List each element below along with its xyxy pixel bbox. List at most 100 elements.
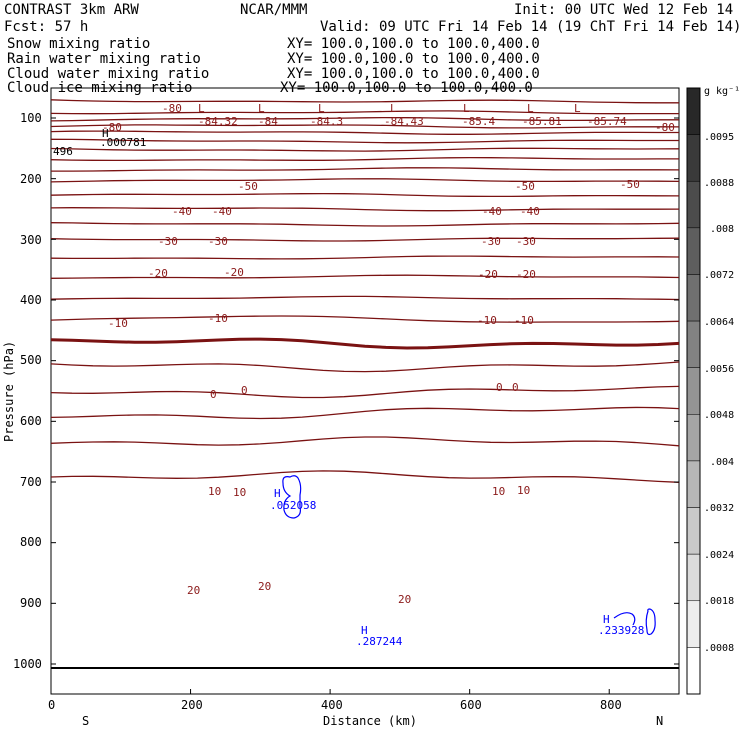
- axis-ticks: [50, 117, 679, 694]
- contour-line-m70: [50, 110, 679, 115]
- contour-line-m40: [50, 192, 680, 198]
- y-tick-labels: 100 200 300 400 500 600 700 800 900 1000: [13, 111, 42, 671]
- contour-line-m35: [50, 207, 680, 212]
- colorbar: g kg⁻¹ .0095 .0088 .008 .0072 .0064 .005…: [686, 86, 740, 695]
- contour-label: -10: [208, 312, 228, 325]
- colorbar-frame: [686, 87, 701, 695]
- contour-line-m10: [50, 295, 680, 301]
- min-label: -85.4: [462, 115, 495, 128]
- header-init: Init: 00 UTC Wed 12 Feb 14: [514, 2, 733, 18]
- colorbar-tick: .0048: [704, 410, 734, 421]
- colorbar-bin: [686, 553, 701, 602]
- contour-label: -40: [482, 205, 502, 218]
- field-rain-xy: XY= 100.0,100.0 to 100.0,400.0: [287, 51, 540, 67]
- contour-label: 20: [187, 584, 200, 597]
- colorbar-tick: .0018: [704, 596, 734, 607]
- cw-marker: H: [274, 487, 281, 500]
- colorbar-tick: .0032: [704, 503, 734, 514]
- minimum-labels: L -84.32 L -84 L -84.3 L -84.43 L -85.4 …: [198, 102, 627, 128]
- header-forecast: Fcst: 57 h: [4, 19, 88, 35]
- field-snow-xy: XY= 100.0,100.0 to 100.0,400.0: [287, 36, 540, 52]
- cw-marker: H: [361, 624, 368, 637]
- colorbar-bin: [686, 647, 701, 695]
- contour-line-m70: [50, 130, 679, 135]
- north-label: N: [656, 714, 663, 728]
- plot-frame: [50, 87, 680, 695]
- field-snow: Snow mixing ratio: [7, 36, 150, 52]
- cloud-water-contour: [282, 475, 302, 519]
- contour-label: -30: [481, 235, 501, 248]
- cw-label: .287244: [356, 635, 403, 648]
- contour-label: 0: [210, 388, 217, 401]
- y-tick-label: 200: [20, 172, 42, 186]
- y-tick-label: 100: [20, 111, 42, 125]
- min-marker: L: [258, 102, 265, 115]
- cloud-water-contour: [645, 608, 656, 636]
- contour-label: -20: [224, 266, 244, 279]
- x-tick-label: 800: [600, 698, 622, 712]
- y-tick-label: 400: [20, 293, 42, 307]
- snow-max-label: .000781: [100, 136, 146, 149]
- colorbar-bin: [686, 414, 701, 462]
- y-tick-label: 600: [20, 414, 42, 428]
- contour-label: -80: [102, 121, 122, 134]
- cw-label: .052058: [270, 499, 316, 512]
- contour-label: 0: [496, 381, 503, 394]
- min-label: -85.81: [522, 115, 562, 128]
- field-cloudwater-xy: XY= 100.0,100.0 to 100.0,400.0: [287, 66, 540, 82]
- min-label: -84.43: [384, 115, 424, 128]
- y-tick-label: 700: [20, 475, 42, 489]
- contour-line-m20: [50, 255, 680, 260]
- min-marker: L: [463, 102, 470, 115]
- contour-line-m60: [50, 147, 680, 152]
- contour-label: -20: [148, 267, 168, 280]
- contour-label: -80: [655, 121, 675, 134]
- colorbar-bins: [686, 87, 701, 695]
- x-axis-label: Distance (km): [323, 714, 417, 728]
- contour-line-m55: [50, 156, 679, 162]
- min-label: -84.32: [198, 115, 238, 128]
- contour-label: -50: [515, 180, 535, 193]
- y-tick-label: 500: [20, 353, 42, 367]
- x-tick-labels: 0 200 400 600 800: [48, 698, 622, 712]
- colorbar-unit: g kg⁻¹: [704, 86, 740, 97]
- contour-label: 0: [512, 381, 519, 394]
- colorbar-bin: [686, 507, 701, 555]
- colorbar-bin: [686, 227, 701, 275]
- south-label: S: [82, 714, 89, 728]
- contour-label: 10: [233, 486, 246, 499]
- min-label: -84.3: [310, 115, 343, 128]
- cloud-water-maxima: [282, 475, 656, 636]
- snow-labels: H .000781 496: [53, 127, 146, 158]
- contour-label: -10: [514, 314, 534, 327]
- cloud-water-contour: [613, 612, 636, 626]
- contour-line-m50: [51, 167, 680, 172]
- contour-label: -80: [162, 102, 182, 115]
- contour-line-5: [50, 361, 680, 373]
- contour-label: 10: [208, 485, 221, 498]
- contour-label: -20: [478, 268, 498, 281]
- header-valid: Valid: 09 UTC Fri 14 Feb 14 (19 ChT Fri …: [320, 19, 740, 35]
- contour-label: -50: [620, 178, 640, 191]
- contour-label: -40: [172, 205, 192, 218]
- contour-label: 10: [492, 485, 505, 498]
- contour-label: -30: [516, 235, 536, 248]
- contour-line-15: [50, 406, 680, 420]
- min-marker: L: [390, 102, 397, 115]
- contour-label: -10: [477, 314, 497, 327]
- header-model: CONTRAST 3km ARW: [4, 2, 139, 18]
- colorbar-bin: [686, 134, 701, 182]
- x-tick-label: 400: [321, 698, 343, 712]
- contour-line-10: [50, 385, 680, 399]
- cw-marker: H: [603, 613, 610, 626]
- contour-line-0: [50, 337, 680, 350]
- contour-line-m84: [50, 116, 679, 122]
- contour-line-20: [50, 436, 680, 447]
- field-rain: Rain water mixing ratio: [7, 51, 201, 67]
- header-center: NCAR/MMM: [240, 2, 307, 18]
- min-marker: L: [574, 102, 581, 115]
- contour-label: -20: [516, 268, 536, 281]
- contour-line-m5: [50, 315, 680, 323]
- y-axis-label: Pressure (hPa): [2, 341, 16, 442]
